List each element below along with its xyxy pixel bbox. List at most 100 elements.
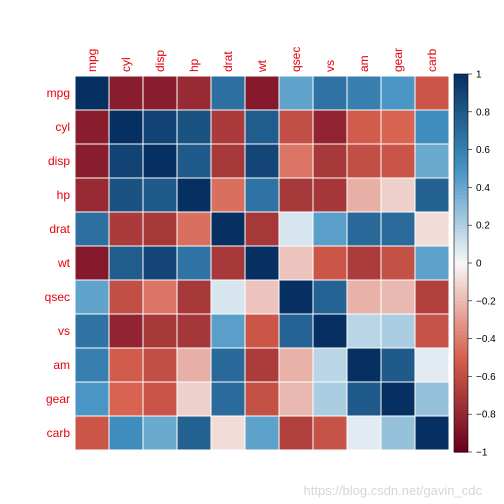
colorbar-segment [454,89,468,94]
colorbar-segment [454,123,468,128]
colorbar-segment [454,349,468,355]
heatmap-cell-wt-mpg [75,246,109,280]
colorbar-segment [454,213,468,219]
heatmap-cell-hp-mpg [75,178,109,212]
colorbar-segment [454,187,468,192]
heatmap-cell-cyl-hp [177,110,211,144]
heatmap-cell-disp-drat [211,144,245,178]
heatmap-cell-hp-qsec [279,178,313,212]
heatmap-cell-cyl-vs [313,110,347,144]
heatmap-cell-carb-mpg [75,416,109,450]
colorbar-segment [454,232,468,238]
heatmap-cell-am-vs [313,348,347,382]
row-labels: mpg cyl disp hp drat wt qsec vs am gear carb [45,86,71,440]
colorbar-segment [454,194,468,200]
heatmap-gridlines [74,75,450,451]
colorbar-segment [454,164,468,170]
heatmap-cell-drat-cyl [109,212,143,246]
col-label-mpg: mpg [85,49,99,72]
heatmap-cell-carb-wt [245,416,279,450]
heatmap-cell-hp-cyl [109,178,143,212]
heatmap-cell-drat-vs [313,212,347,246]
heatmap-cell-carb-drat [211,416,245,450]
heatmap-cell-wt-vs [313,246,347,280]
colorbar-segment [454,198,468,204]
heatmap-cell-drat-drat [211,212,245,246]
heatmap-cell-am-am [347,348,381,382]
colorbar-segment [454,74,468,79]
heatmap-cell-gear-cyl [109,382,143,416]
colorbar-segment [454,115,468,120]
colorbar-segment [454,100,468,105]
colorbar-segment [454,263,468,268]
heatmap-cell-disp-vs [313,144,347,178]
heatmap-cell-gear-carb [415,382,449,416]
heatmap-cell-mpg-am [347,76,381,110]
colorbar-segment [454,334,468,340]
heatmap-cell-vs-cyl [109,314,143,348]
heatmap-cell-mpg-carb [415,76,449,110]
colorbar-segment [454,134,468,139]
colorbar-segment [454,281,468,287]
heatmap-cell-am-carb [415,348,449,382]
heatmap-cell-gear-qsec [279,382,313,416]
heatmap-cell-cyl-qsec [279,110,313,144]
colorbar-segment [454,111,468,117]
colorbar-segment [454,225,468,230]
colorbar-segment [454,274,468,279]
watermark: https://blog.csdn.net/gavin_cdc [303,483,482,498]
heatmap-cell-disp-carb [415,144,449,178]
row-label-qsec: qsec [45,290,70,304]
colorbar-segment [454,145,468,151]
heatmap-cell-drat-gear [381,212,415,246]
col-label-drat: drat [221,51,235,72]
heatmap-cell-mpg-wt [245,76,279,110]
heatmap-cell-wt-cyl [109,246,143,280]
colorbar-segment [454,153,468,158]
heatmap-cell-qsec-cyl [109,280,143,314]
heatmap-cell-qsec-drat [211,280,245,314]
heatmap-cell-vs-mpg [75,314,109,348]
heatmap-cell-carb-disp [143,416,177,450]
heatmap-cell-disp-qsec [279,144,313,178]
colorbar: 1 0.8 0.6 0.4 0.2 0 −0.2 −0.4 −0.6 −0.8 −1 [453,70,496,459]
colorbar-tick-label: 0.2 [476,221,490,232]
colorbar-segment [454,251,468,257]
heatmap-cell-cyl-wt [245,110,279,144]
heatmap-cell-mpg-disp [143,76,177,110]
col-label-cyl: cyl [119,57,133,72]
col-label-vs: vs [323,60,337,72]
heatmap-cell-carb-am [347,416,381,450]
colorbar-segment [454,236,468,241]
heatmap-cell-qsec-gear [381,280,415,314]
heatmap-cell-carb-cyl [109,416,143,450]
heatmap-cell-mpg-hp [177,76,211,110]
colorbar-segment [454,391,468,396]
heatmap-cell-carb-gear [381,416,415,450]
heatmap-cell-wt-am [347,246,381,280]
heatmap-cell-vs-gear [381,314,415,348]
heatmap-cell-wt-qsec [279,246,313,280]
heatmap-cell-drat-disp [143,212,177,246]
colorbar-segment [454,240,468,245]
heatmap-cell-hp-drat [211,178,245,212]
heatmap-cell-drat-am [347,212,381,246]
colorbar-segment [454,217,468,223]
colorbar-segment [454,176,468,181]
heatmap-cell-disp-am [347,144,381,178]
colorbar-tick-label: −0.8 [476,410,496,421]
heatmap-cell-wt-carb [415,246,449,280]
colorbar-segment [454,228,468,234]
colorbar-tick-label: 0.8 [476,107,490,118]
colorbar-tick-label: −0.2 [476,296,496,307]
colorbar-tick-label: 0 [476,259,482,270]
colorbar-segment [454,361,468,366]
colorbar-segment [454,293,468,298]
heatmap-cell-carb-qsec [279,416,313,450]
colorbar-segment [454,77,468,83]
heatmap-cell-vs-hp [177,314,211,348]
heatmap-cell-hp-gear [381,178,415,212]
colorbar-segment [454,247,468,253]
colorbar-segment [454,270,468,275]
